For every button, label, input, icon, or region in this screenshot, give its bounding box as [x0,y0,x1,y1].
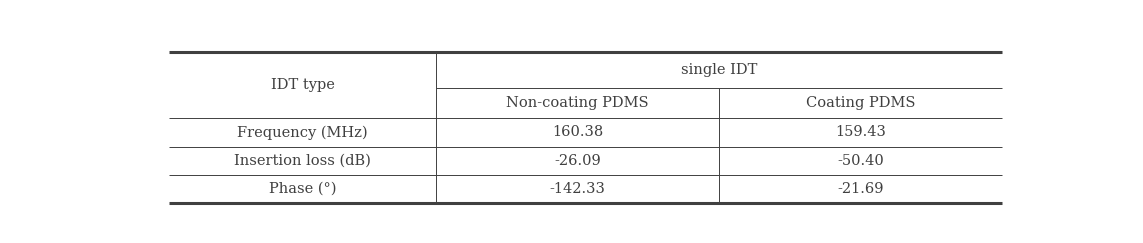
Text: IDT type: IDT type [271,78,335,92]
Text: -142.33: -142.33 [550,182,606,196]
Text: Non-coating PDMS: Non-coating PDMS [506,96,649,110]
Text: -50.40: -50.40 [837,154,884,168]
Text: Coating PDMS: Coating PDMS [806,96,916,110]
Text: -26.09: -26.09 [554,154,601,168]
Text: Frequency (MHz): Frequency (MHz) [238,125,368,140]
Text: 160.38: 160.38 [552,125,604,139]
Text: -21.69: -21.69 [838,182,884,196]
Text: 159.43: 159.43 [836,125,886,139]
Text: Phase (°): Phase (°) [269,182,336,196]
Text: Insertion loss (dB): Insertion loss (dB) [234,154,371,168]
Text: single IDT: single IDT [681,63,757,77]
